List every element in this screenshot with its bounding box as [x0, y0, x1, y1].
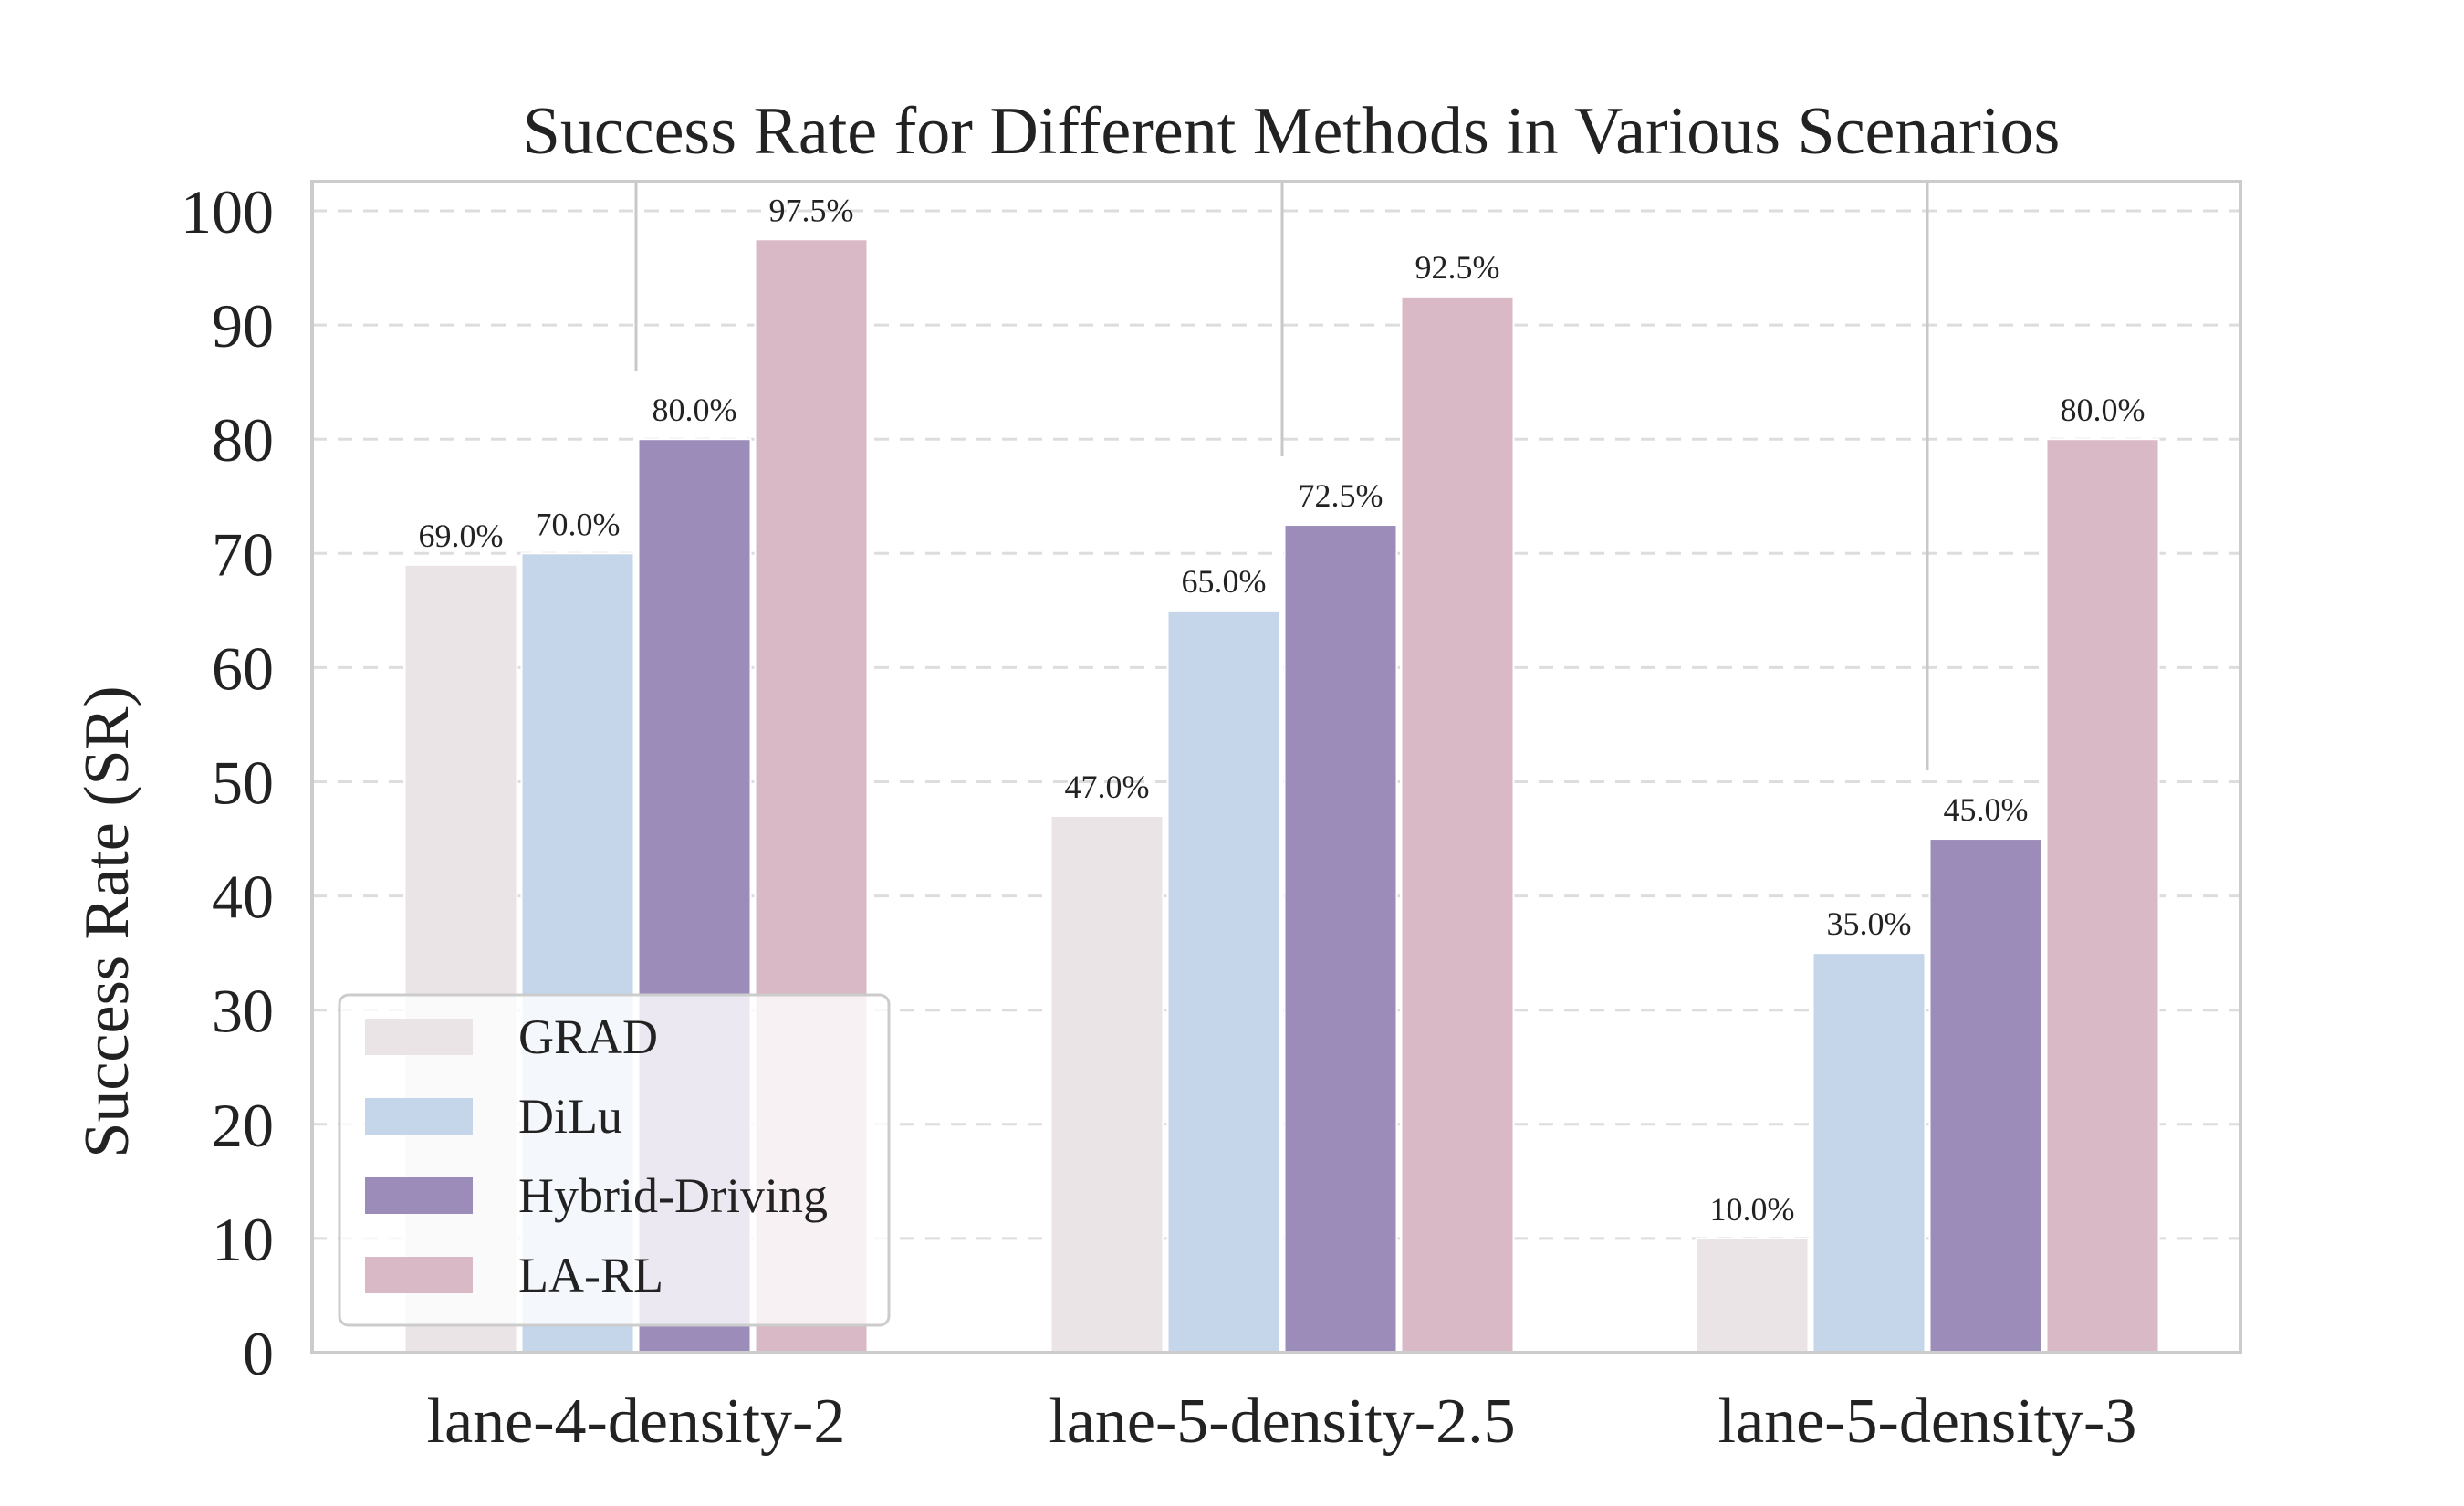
legend-items: GRAD DiLu Hybrid-Driving LA-RL	[365, 1009, 828, 1302]
bar-label-hybrid-driving-lane-4-density-2: 80.0%	[653, 392, 737, 428]
bar-label-dilu-lane-4-density-2: 70.0%	[536, 506, 621, 542]
y-tick-90: 90	[212, 291, 274, 361]
bar-value-labels: 69.0% 70.0% 80.0% 97.5% 47.0% 65.0% 72.5% 92.5%…	[419, 192, 2146, 1228]
legend-label-hybrid-driving: Hybrid-Driving	[518, 1168, 828, 1223]
plot-frame	[310, 180, 2242, 1354]
legend-label-la-rl: LA-RL	[518, 1248, 663, 1302]
legend: GRAD DiLu Hybrid-Driving LA-RL	[338, 993, 891, 1327]
y-tick-30: 30	[212, 977, 274, 1046]
x-tick-lane-4-density-2: lane-4-density-2	[427, 1386, 846, 1457]
bar-label-grad-lane-5-density-3: 10.0%	[1710, 1191, 1795, 1228]
y-tick-10: 10	[212, 1205, 274, 1274]
x-tick-lane-5-density-2-5: lane-5-density-2.5	[1049, 1386, 1515, 1457]
bar-label-hybrid-driving-lane-5-density-3: 45.0%	[1944, 791, 2029, 828]
bar-label-grad-lane-5-density-2-5: 47.0%	[1065, 769, 1150, 805]
y-tick-0: 0	[243, 1319, 274, 1388]
y-tick-labels: 0 10 20 30 40 50 60 70 80 90 100	[181, 177, 274, 1388]
legend-swatch-dilu	[365, 1098, 473, 1135]
y-tick-80: 80	[212, 405, 274, 475]
bar-grad-lane-5-density-3	[1695, 1237, 1810, 1354]
y-tick-50: 50	[212, 748, 274, 818]
bar-dilu-lane-5-density-3	[1811, 952, 1926, 1354]
category-dividers	[634, 182, 1929, 771]
y-tick-70: 70	[212, 519, 274, 589]
legend-swatch-hybrid-driving	[365, 1177, 473, 1214]
x-tick-lane-5-density-3: lane-5-density-3	[1718, 1386, 2137, 1457]
y-axis-label: Success Rate (SR)	[72, 685, 142, 1157]
bar-dilu-lane-5-density-2-5	[1166, 609, 1281, 1354]
y-tick-60: 60	[212, 633, 274, 703]
bar-label-dilu-lane-5-density-2-5: 65.0%	[1182, 563, 1267, 600]
y-tick-40: 40	[212, 863, 274, 932]
bar-label-hybrid-driving-lane-5-density-2-5: 72.5%	[1299, 477, 1383, 514]
bar-label-la-rl-lane-4-density-2: 97.5%	[769, 192, 854, 228]
bar-hybrid-driving-lane-5-density-2-5	[1283, 524, 1398, 1354]
y-tick-20: 20	[212, 1091, 274, 1160]
legend-box	[338, 993, 891, 1327]
bar-label-grad-lane-4-density-2: 69.0%	[419, 518, 504, 554]
bar-hybrid-driving-lane-5-density-3	[1928, 838, 2043, 1354]
bar-label-la-rl-lane-5-density-2-5: 92.5%	[1415, 249, 1500, 286]
bar-grad-lane-5-density-2-5	[1049, 815, 1164, 1354]
bar-label-dilu-lane-5-density-3: 35.0%	[1827, 905, 1912, 942]
legend-swatch-grad	[365, 1019, 473, 1055]
legend-swatch-la-rl	[365, 1257, 473, 1293]
y-tick-100: 100	[181, 177, 274, 246]
chart-title: Success Rate for Different Methods in Va…	[523, 94, 2061, 169]
bar-la-rl-lane-5-density-2-5	[1400, 295, 1515, 1354]
legend-label-dilu: DiLu	[518, 1089, 622, 1144]
bar-label-la-rl-lane-5-density-3: 80.0%	[2061, 392, 2146, 428]
legend-label-grad: GRAD	[518, 1009, 658, 1064]
bar-la-rl-lane-5-density-3	[2045, 438, 2160, 1354]
x-tick-labels: lane-4-density-2 lane-5-density-2.5 lane-5…	[427, 1386, 2137, 1457]
